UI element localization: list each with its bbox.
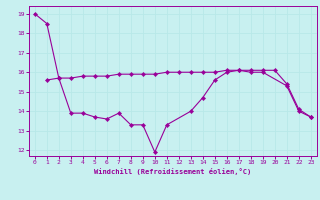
X-axis label: Windchill (Refroidissement éolien,°C): Windchill (Refroidissement éolien,°C) bbox=[94, 168, 252, 175]
